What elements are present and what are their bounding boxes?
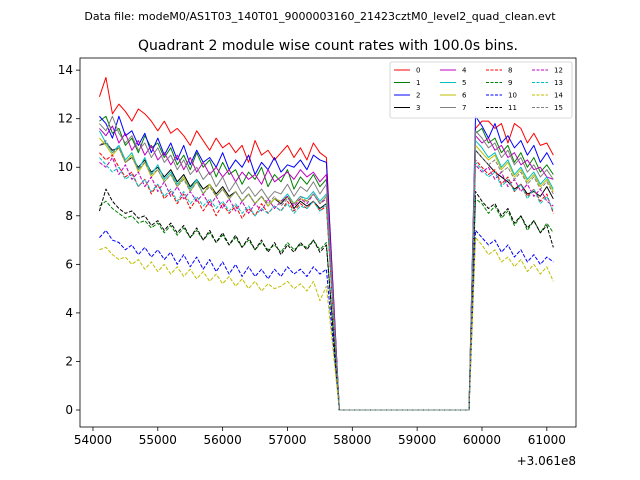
- legend-label-13: 13: [554, 79, 563, 87]
- y-axis: 0 2 4 6 8 10 12 14: [58, 63, 80, 417]
- y-tick-label: 0: [65, 403, 73, 417]
- series-line-15: [99, 140, 554, 411]
- legend-label-12: 12: [554, 67, 563, 75]
- y-tick-label: 6: [65, 257, 73, 271]
- x-tick-label: 60000: [463, 433, 501, 447]
- y-tick-label: 8: [65, 209, 73, 223]
- y-tick-label: 4: [65, 306, 73, 320]
- legend-label-1: 1: [416, 79, 420, 87]
- series-line-1: [99, 115, 554, 411]
- plot-area: [79, 57, 577, 428]
- legend-label-11: 11: [508, 104, 517, 112]
- series-line-13: [99, 157, 554, 411]
- legend-box: [389, 61, 573, 119]
- x-tick-label: 61000: [528, 433, 566, 447]
- legend-label-6: 6: [462, 92, 467, 100]
- y-tick-label: 14: [58, 63, 73, 77]
- y-tick-label: 12: [58, 112, 73, 126]
- x-tick-label: 58000: [333, 433, 371, 447]
- plot-frame: [79, 57, 577, 428]
- x-tick-label: 57000: [268, 433, 306, 447]
- series-line-5: [99, 130, 554, 411]
- legend-label-4: 4: [462, 67, 467, 75]
- series-lines: [98, 76, 554, 411]
- x-offset-label: +3.061e8: [517, 454, 576, 468]
- series-line-14: [99, 237, 554, 411]
- series-line-2: [99, 115, 554, 411]
- series-line-4: [99, 125, 554, 411]
- x-tick-label: 54000: [74, 433, 112, 447]
- legend-label-9: 9: [508, 79, 512, 87]
- y-tick-label: 2: [65, 354, 73, 368]
- x-tick-label: 59000: [398, 433, 436, 447]
- legend-label-10: 10: [508, 92, 517, 100]
- x-tick-label: 56000: [204, 433, 242, 447]
- series-line-8: [99, 152, 554, 411]
- chart-title: Quadrant 2 module wise count rates with …: [138, 38, 518, 54]
- x-axis: 54000 55000 56000 57000 58000 59000 60000 61000: [74, 427, 566, 447]
- legend-label-15: 15: [554, 104, 563, 112]
- series-line-9: [99, 198, 554, 411]
- legend-label-8: 8: [508, 67, 512, 75]
- legend-label-0: 0: [416, 67, 420, 75]
- series-line-7: [99, 115, 554, 411]
- series-line-12: [99, 157, 554, 411]
- series-line-10: [99, 229, 554, 411]
- y-tick-label: 10: [58, 160, 73, 174]
- legend-label-3: 3: [416, 104, 420, 112]
- chart-suptitle: Data file: modeM0/AS1T03_140T01_90000031…: [84, 10, 556, 23]
- legend-label-14: 14: [554, 92, 563, 100]
- series-line-0: [98, 76, 554, 411]
- x-tick-label: 55000: [139, 433, 177, 447]
- series-line-11: [98, 188, 554, 411]
- legend-label-7: 7: [462, 104, 466, 112]
- legend-label-2: 2: [416, 92, 420, 100]
- legend-label-5: 5: [462, 79, 466, 87]
